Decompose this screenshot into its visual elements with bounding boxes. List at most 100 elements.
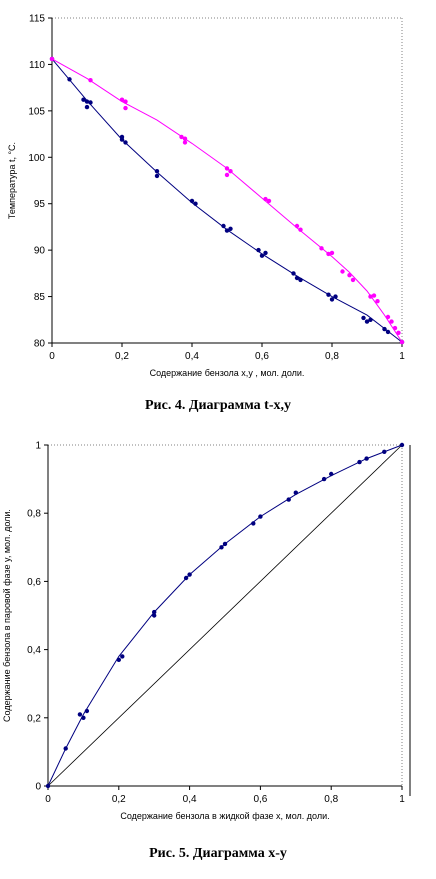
series-1-line (51, 58, 403, 343)
series-1-point (392, 325, 398, 331)
series-1-point (266, 198, 272, 204)
y-axis-label: Содержание бензола в паровой фазе y, мол… (2, 509, 12, 722)
series-0-point (152, 613, 157, 618)
series-1-point (350, 277, 356, 283)
series-0-point (81, 715, 86, 720)
series-0-point (294, 275, 300, 281)
series-0-point (361, 315, 366, 321)
series-0-point (399, 442, 405, 448)
series-0-point (45, 783, 51, 789)
x-tick-label: 0,8 (325, 351, 339, 362)
chart-t-xy: 0 0,2 0,4 0,6 0,8 1 80 85 90 95 100 105 110 115 Содерж… (7, 14, 405, 379)
series-0-point (222, 541, 228, 547)
series-0-point (193, 201, 198, 206)
x-tick-label: 0,6 (255, 351, 269, 362)
series-0-line (51, 58, 403, 343)
series-0-point (326, 292, 331, 297)
series-1-point (224, 166, 230, 171)
series-0-point (286, 497, 291, 502)
x-tick-label: 1 (399, 351, 405, 362)
x-tick-label: 0,4 (185, 351, 199, 362)
series-1-point (88, 78, 93, 83)
series-0-point (221, 223, 226, 229)
series-0-point (251, 521, 256, 526)
x-tick-label: 0,8 (324, 794, 338, 805)
y-tick-label: 0,6 (27, 577, 41, 588)
series-1-point (182, 140, 188, 145)
series-0-line (47, 444, 403, 787)
chart-x-y: 0 0,2 0,4 0,6 0,8 1 0 0,2 0,4 0,6 0,8 1 Содержание б… (2, 441, 411, 821)
series-0-point (258, 514, 263, 519)
series-0-point (382, 449, 387, 454)
series-0-point (119, 137, 125, 142)
series-1-point (119, 97, 125, 102)
series-0-point (293, 490, 298, 495)
series-0-point (259, 253, 265, 258)
series-0-point (81, 97, 86, 102)
diagonal-line (47, 444, 403, 787)
series-1-point (123, 105, 128, 111)
x-tick-label: 0,2 (115, 351, 129, 362)
series-1-point (263, 196, 268, 202)
series-1-point (368, 294, 373, 299)
series-1-point (49, 56, 55, 62)
series-1-point (329, 250, 335, 256)
series-0-point (368, 317, 373, 322)
series-1-point (347, 273, 352, 278)
series-0-point (84, 104, 90, 110)
y-tick-label: 80 (34, 339, 46, 350)
series-0-point (189, 198, 195, 204)
series-0-point (321, 476, 327, 482)
series-0-point (183, 575, 189, 581)
y-tick-label: 90 (34, 246, 46, 257)
series-1-point (228, 169, 233, 174)
caption-t-xy: Рис. 4. Диаграмма t-x,y (145, 398, 291, 413)
series-0-point (120, 654, 125, 659)
series-0-point (263, 250, 268, 256)
x-axis-label: Содержание бензола x,y , мол. доли. (150, 368, 305, 378)
series-0-point (77, 712, 83, 717)
series-0-point (116, 657, 122, 662)
series-0-point (67, 77, 72, 82)
series-0-point (228, 226, 233, 231)
series-1-point (224, 172, 230, 178)
series-0-point (256, 247, 261, 253)
x-tick-label: 0,6 (253, 794, 267, 805)
series-0-point (84, 708, 90, 714)
series-0-point (357, 459, 362, 465)
series-1-point (371, 293, 377, 298)
y-tick-label: 100 (28, 153, 45, 164)
series-0-point (224, 228, 230, 233)
series-0-point (123, 140, 128, 145)
series-0-point (154, 173, 160, 179)
series-0-point (63, 746, 68, 751)
y-tick-label: 95 (34, 199, 46, 210)
series-1-point (399, 339, 405, 345)
series-0-point (333, 294, 338, 299)
y-tick-label: 115 (29, 14, 45, 25)
series-1-point (179, 134, 184, 140)
series-1-point (396, 330, 401, 335)
series-0-point (364, 319, 370, 324)
y-tick-label: 110 (29, 60, 45, 71)
y-tick-label: 0,8 (27, 509, 41, 520)
series-0-point (84, 99, 90, 104)
series-0-point (364, 456, 369, 461)
x-tick-label: 0,2 (112, 794, 126, 805)
caption-x-y: Рис. 5. Диаграмма x-y (149, 846, 287, 861)
y-tick-label: 85 (34, 292, 46, 303)
series-1-point (123, 99, 128, 104)
y-axis-label: Температура t, °C. (7, 142, 17, 219)
series-0-point (329, 471, 334, 477)
x-tick-label: 0,4 (183, 794, 197, 805)
series-0-point (298, 277, 303, 283)
series-0-point (291, 271, 296, 276)
series-0-point (382, 326, 387, 332)
series-1-point (326, 251, 331, 257)
series-0-point (187, 572, 192, 577)
y-tick-label: 0 (35, 782, 41, 793)
y-tick-label: 105 (28, 106, 45, 117)
x-tick-label: 0 (45, 794, 51, 805)
series-1-point (294, 223, 300, 229)
x-tick-label: 0 (49, 351, 55, 362)
